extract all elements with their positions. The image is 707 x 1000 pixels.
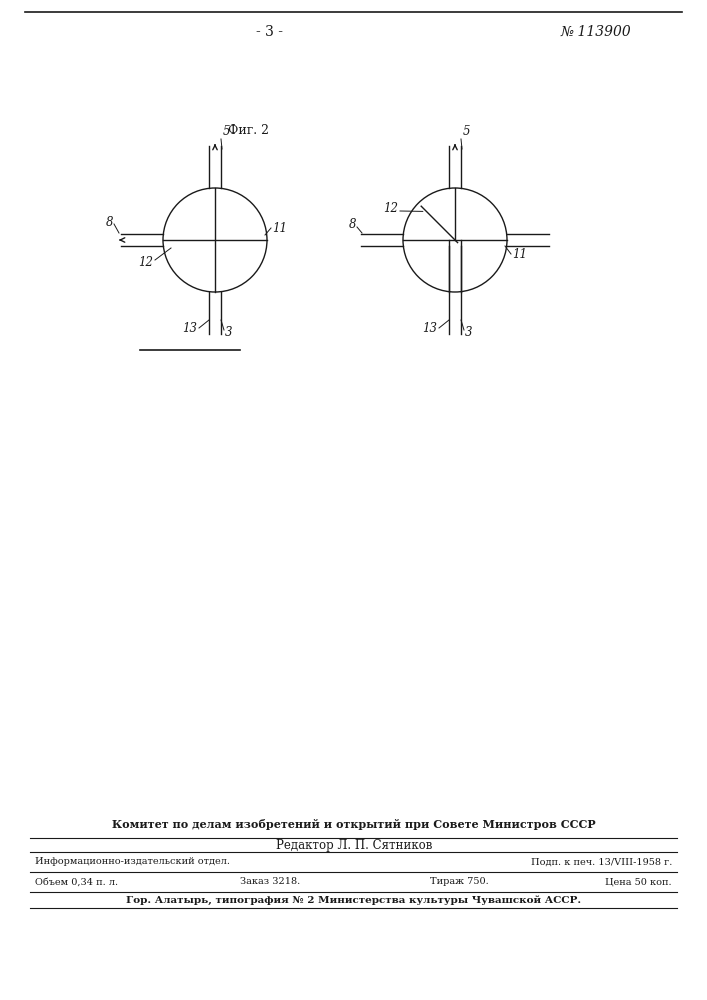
Text: Комитет по делам изобретений и открытий при Совете Министров СССР: Комитет по делам изобретений и открытий … — [112, 820, 596, 830]
Text: Информационно-издательский отдел.: Информационно-издательский отдел. — [35, 857, 230, 866]
Text: Заказ 3218.: Заказ 3218. — [240, 878, 300, 886]
Wedge shape — [403, 188, 455, 240]
Text: Редактор Л. П. Сятников: Редактор Л. П. Сятников — [276, 838, 432, 852]
Text: 13: 13 — [182, 322, 197, 336]
Wedge shape — [455, 240, 507, 292]
Text: Гор. Алатырь, типография № 2 Министерства культуры Чувашской АССР.: Гор. Алатырь, типография № 2 Министерств… — [127, 895, 582, 905]
Bar — [449, 184, 461, 246]
Wedge shape — [455, 188, 507, 240]
Text: Цена 50 коп.: Цена 50 коп. — [605, 878, 672, 886]
Text: 5: 5 — [223, 125, 230, 138]
Bar — [209, 183, 221, 297]
Text: 12: 12 — [138, 255, 153, 268]
Wedge shape — [163, 240, 215, 292]
Text: № 113900: № 113900 — [560, 25, 631, 39]
Text: 3: 3 — [225, 326, 233, 338]
Circle shape — [403, 188, 507, 292]
Text: 11: 11 — [512, 248, 527, 261]
Text: Подп. к печ. 13/VIII-1958 г.: Подп. к печ. 13/VIII-1958 г. — [531, 857, 672, 866]
Text: 3: 3 — [465, 326, 472, 338]
Text: - 3 -: - 3 - — [257, 25, 284, 39]
Text: Фиг. 2: Фиг. 2 — [228, 123, 269, 136]
Text: 11: 11 — [272, 222, 287, 234]
Wedge shape — [215, 240, 267, 292]
Text: 8: 8 — [105, 216, 113, 229]
Text: Объем 0,34 п. л.: Объем 0,34 п. л. — [35, 878, 118, 886]
Text: 5: 5 — [463, 125, 470, 138]
Wedge shape — [403, 240, 455, 292]
Text: 13: 13 — [422, 322, 437, 336]
Text: 12: 12 — [383, 202, 398, 216]
Wedge shape — [215, 188, 267, 240]
Wedge shape — [163, 188, 215, 240]
Circle shape — [163, 188, 267, 292]
Bar — [158, 234, 272, 246]
Text: Тираж 750.: Тираж 750. — [430, 878, 489, 886]
Bar — [398, 234, 512, 246]
Text: 8: 8 — [349, 219, 356, 232]
